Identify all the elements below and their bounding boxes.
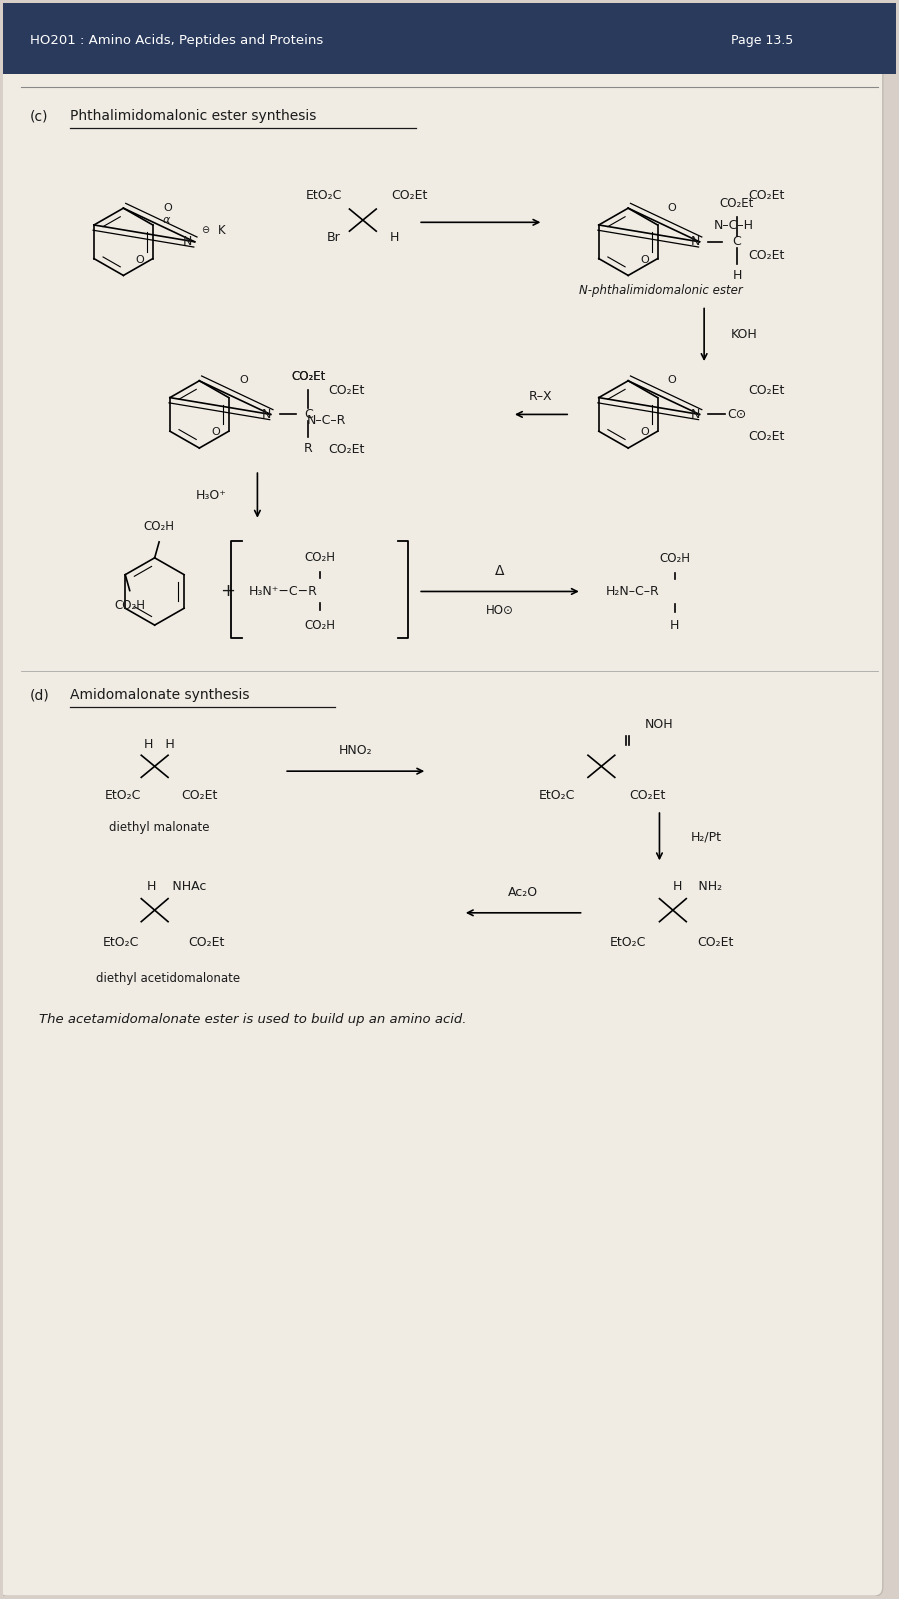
Text: CO₂H: CO₂H [305, 619, 335, 632]
Text: CO₂Et: CO₂Et [698, 937, 734, 950]
Text: diethyl malonate: diethyl malonate [109, 822, 209, 835]
Text: CO₂Et: CO₂Et [291, 369, 325, 382]
Text: CO₂Et: CO₂Et [291, 369, 325, 382]
Text: H₃N⁺−C−R: H₃N⁺−C−R [248, 585, 317, 598]
Text: α: α [163, 214, 170, 225]
Text: H: H [733, 269, 742, 281]
Text: Amidomalonate synthesis: Amidomalonate synthesis [70, 688, 249, 702]
Text: O: O [668, 376, 677, 385]
Text: EtO₂C: EtO₂C [102, 937, 139, 950]
Text: CO₂Et: CO₂Et [749, 189, 785, 201]
Text: H₂N–C–R: H₂N–C–R [606, 585, 660, 598]
Text: CO₂Et: CO₂Et [629, 788, 666, 801]
Text: N: N [262, 408, 271, 421]
Text: CO₂H: CO₂H [144, 520, 174, 534]
FancyBboxPatch shape [0, 29, 883, 1596]
Text: CO₂Et: CO₂Et [188, 937, 225, 950]
Text: O: O [640, 427, 649, 437]
Text: H: H [670, 619, 680, 632]
Text: O: O [239, 376, 247, 385]
Text: HO201 : Amino Acids, Peptides and Proteins: HO201 : Amino Acids, Peptides and Protei… [30, 34, 323, 48]
Text: EtO₂C: EtO₂C [610, 937, 646, 950]
Text: EtO₂C: EtO₂C [539, 788, 574, 801]
Text: (c): (c) [30, 109, 48, 123]
Text: CO₂H: CO₂H [659, 552, 690, 564]
Text: R: R [304, 441, 313, 454]
Text: H    NHAc: H NHAc [147, 879, 207, 892]
Text: CO₂H: CO₂H [305, 552, 335, 564]
Text: diethyl acetidomalonate: diethyl acetidomalonate [96, 972, 240, 985]
Text: N–C–H: N–C–H [714, 219, 753, 232]
Text: O: O [211, 427, 220, 437]
Text: N–C–R: N–C–R [307, 414, 346, 427]
Text: N: N [690, 408, 699, 421]
Text: The acetamidomalonate ester is used to build up an amino acid.: The acetamidomalonate ester is used to b… [39, 1012, 466, 1025]
Text: CO₂Et: CO₂Et [749, 430, 785, 443]
Bar [3, 3, 896, 74]
Text: C⊙: C⊙ [727, 408, 747, 421]
Text: Ac₂O: Ac₂O [508, 886, 538, 899]
Text: CO₂H: CO₂H [114, 600, 146, 612]
Text: CO₂Et: CO₂Et [720, 197, 754, 209]
Text: HNO₂: HNO₂ [339, 744, 372, 758]
Text: N-phthalimidomalonic ester: N-phthalimidomalonic ester [579, 285, 743, 297]
Text: H    NH₂: H NH₂ [673, 879, 723, 892]
Text: H   H: H H [144, 739, 174, 752]
Text: ⊖: ⊖ [201, 225, 209, 235]
Text: EtO₂C: EtO₂C [105, 788, 141, 801]
Text: N: N [182, 235, 192, 248]
Text: C: C [733, 235, 742, 248]
Text: CO₂Et: CO₂Et [328, 443, 365, 456]
Text: CO₂Et: CO₂Et [328, 384, 365, 397]
Text: (d): (d) [30, 688, 49, 702]
Text: R–X: R–X [529, 390, 553, 403]
Text: H₂/Pt: H₂/Pt [690, 830, 721, 843]
Text: CO₂Et: CO₂Et [391, 189, 428, 201]
Text: HO⊙: HO⊙ [485, 604, 513, 617]
Text: EtO₂C: EtO₂C [307, 189, 343, 201]
Text: N: N [690, 235, 699, 248]
Text: H: H [389, 230, 399, 245]
Text: CO₂Et: CO₂Et [749, 248, 785, 262]
Text: +: + [220, 582, 236, 601]
Text: C: C [304, 408, 313, 421]
Text: Page 13.5: Page 13.5 [731, 34, 793, 48]
Text: KOH: KOH [731, 328, 758, 341]
Text: O: O [640, 254, 649, 264]
Text: CO₂Et: CO₂Et [181, 788, 218, 801]
Text: O: O [163, 203, 172, 213]
Text: Phthalimidomalonic ester synthesis: Phthalimidomalonic ester synthesis [70, 109, 316, 123]
Text: Δ: Δ [494, 564, 504, 579]
Text: NOH: NOH [645, 718, 673, 731]
Text: O: O [668, 203, 677, 213]
Text: O: O [136, 254, 144, 264]
Text: Br: Br [326, 230, 340, 245]
Text: CO₂Et: CO₂Et [749, 384, 785, 397]
Text: K: K [218, 224, 226, 237]
Text: H₃O⁺: H₃O⁺ [195, 489, 227, 502]
